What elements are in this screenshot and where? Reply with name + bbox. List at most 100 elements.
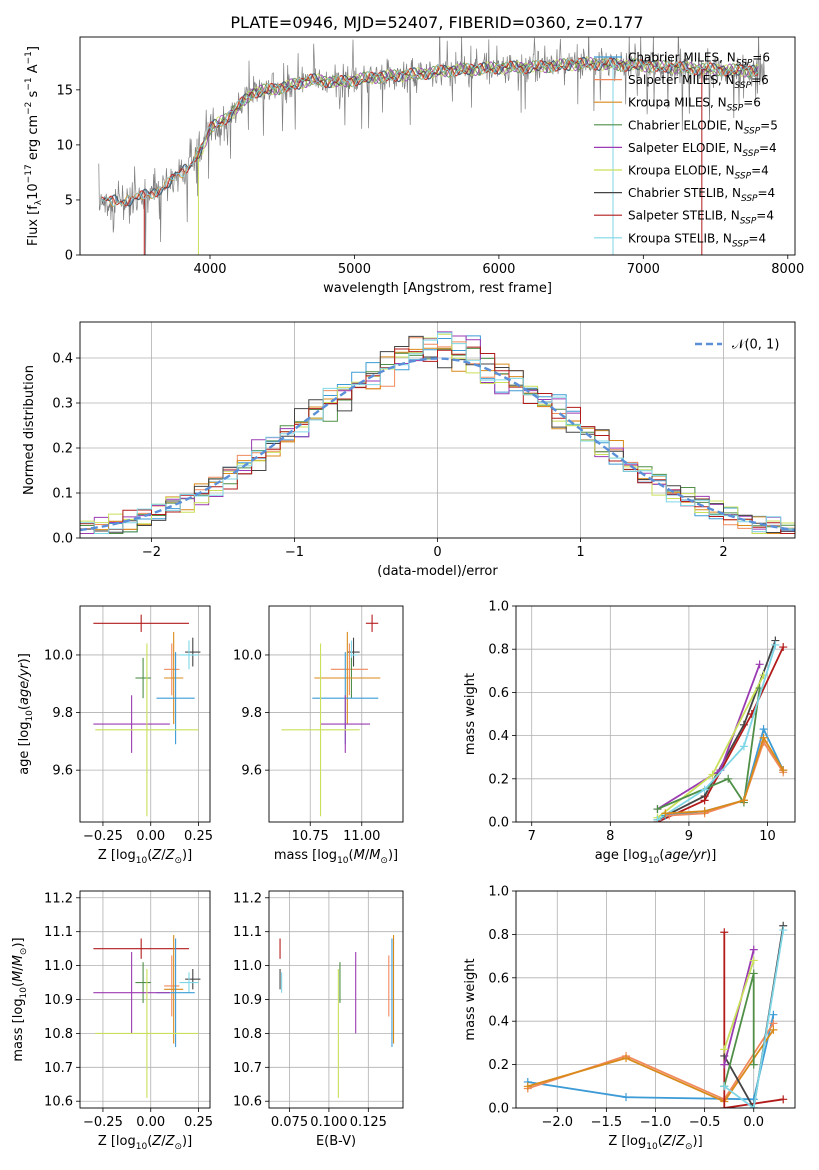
panel-mass-EBV: 0.075 0.100 0.125 10.6 10.7 10.8 10.9 11.0 11.1 1…: [233, 890, 404, 1149]
weight-marker: [739, 796, 748, 805]
y-tick-label: 0.4: [52, 352, 73, 367]
spectrum-model-salpeter-stelib: [101, 57, 759, 207]
weight-marker: [653, 805, 662, 814]
label-part: s: [26, 90, 41, 101]
label-part: Z [log: [608, 1134, 646, 1149]
x-tick-label: 0.100: [310, 1115, 347, 1130]
label-part: Kroupa ELODIE, N: [628, 164, 735, 178]
weight-marker: [653, 815, 662, 822]
label-part: −1: [24, 51, 34, 64]
label-part: Kroupa STELIB, N: [628, 231, 732, 245]
spectrum-model-kroupa-stelib: [101, 57, 759, 207]
label-part: (: [17, 705, 32, 710]
y-tick-label: 0.3: [52, 397, 73, 412]
panel-age-Z: −0.25 0.00 0.259.69.810.0Z [log10(Z/Z⊙)]ag…: [17, 605, 213, 866]
label-part: Salpeter MILES, N: [628, 73, 735, 87]
y-tick-label: 11.1: [44, 925, 73, 940]
label-part: λ: [34, 199, 44, 205]
label-part: wavelength [Angstrom, rest frame]: [323, 281, 552, 296]
x-tick-label: 0: [433, 545, 441, 560]
y-tick-label: 0: [65, 249, 73, 264]
weight-marker: [720, 1045, 729, 1054]
y-tick-label: 10.0: [44, 648, 73, 663]
label-part: =4: [751, 164, 769, 178]
label-part: age [log: [595, 848, 648, 863]
x-axis-label: age [log10(age/yr)]: [595, 848, 717, 866]
histogram-chabrier-stelib: [80, 335, 795, 533]
weight-marker: [771, 640, 780, 649]
axes-frame: [515, 605, 796, 823]
weight-line: [723, 932, 784, 1108]
label-part: Z [log: [98, 848, 136, 863]
x-tick-label: 0.25: [184, 1115, 213, 1130]
y-tick-label: 10.6: [233, 1095, 262, 1110]
weight-marker: [661, 809, 670, 818]
y-tick-label: 10.9: [44, 993, 73, 1008]
weight-marker: [779, 1095, 788, 1104]
grid: [269, 606, 403, 822]
label-part: 10: [646, 1142, 658, 1152]
label-part: ⊙: [174, 856, 182, 866]
weight-line: [723, 929, 785, 1108]
weight-marker: [720, 1082, 729, 1091]
y-axis-label: Flux [fλ10−17 erg cm−2 s−1 A−1]: [24, 46, 44, 246]
grid: [80, 606, 210, 822]
weight-marker: [749, 1095, 758, 1104]
label-part: −17: [24, 164, 34, 183]
label-part: /: [161, 848, 166, 863]
label-part: mass [log: [11, 998, 26, 1061]
label-part: ⊙: [174, 1142, 182, 1152]
label-part: −1: [24, 77, 34, 90]
plot-area: [93, 935, 201, 1098]
plot-area: [80, 331, 795, 534]
label-part: SSP: [736, 59, 753, 69]
x-tick-label: −2: [142, 545, 161, 560]
x-tick-label: 0.075: [271, 1115, 308, 1130]
weight-marker: [779, 643, 788, 652]
label-part: mass weight: [463, 958, 478, 1040]
x-axis-label: wavelength [Angstrom, rest frame]: [323, 281, 552, 296]
y-tick-label: 0.0: [488, 816, 509, 831]
y-tick-label: 11.0: [233, 959, 262, 974]
x-tick-label: −0.5: [689, 1115, 721, 1130]
label-part: Z: [675, 1134, 686, 1149]
x-axis-label: Z [log10(Z/Z⊙)]: [608, 1134, 702, 1152]
label-part: −2: [24, 102, 34, 115]
label-part: )]: [693, 1134, 703, 1149]
weight-marker: [749, 956, 758, 965]
weight-line: [665, 735, 784, 815]
legend-label: Salpeter ELODIE, NSSP=4: [628, 141, 777, 159]
label-part: age/yr: [17, 662, 32, 705]
x-tick-label: 2: [719, 545, 727, 560]
label-part: (: [658, 1134, 663, 1149]
weight-marker: [700, 796, 709, 805]
x-tick-label: 7: [528, 829, 536, 844]
x-tick-label: −1.0: [640, 1115, 672, 1130]
label-part: )]: [388, 848, 398, 863]
label-part: (: [349, 848, 354, 863]
plot-area: [653, 636, 788, 822]
label-part: A: [26, 64, 41, 77]
y-tick-label: 1.0: [488, 885, 509, 900]
y-tick-label: 0.2: [488, 772, 509, 787]
label-part: Chabrier ELODIE, N: [628, 118, 744, 132]
label-part: M: [369, 848, 380, 863]
label-part: SSP: [735, 81, 752, 91]
label-part: =6: [743, 96, 761, 110]
legend-label: Kroupa STELIB, NSSP=4: [628, 231, 766, 249]
label-part: ]: [26, 46, 41, 51]
y-tick-label: 0.0: [52, 532, 73, 547]
weight-marker: [749, 945, 758, 954]
plot-area: [523, 921, 788, 1108]
x-tick-label: 0.00: [136, 1115, 165, 1130]
panel-weight-Z: −2.0 −1.5 −1.0 −0.5 0.0 0.0 0.2 0.4 0.6 0.8 1.0 Z […: [463, 885, 796, 1152]
x-tick-label: 6000: [482, 262, 515, 277]
label-part: (: [147, 848, 152, 863]
label-part: M: [11, 971, 26, 982]
y-tick-label: 0.1: [52, 487, 73, 502]
y-tick-label: 9.8: [241, 706, 262, 721]
label-part: =6: [751, 73, 769, 87]
